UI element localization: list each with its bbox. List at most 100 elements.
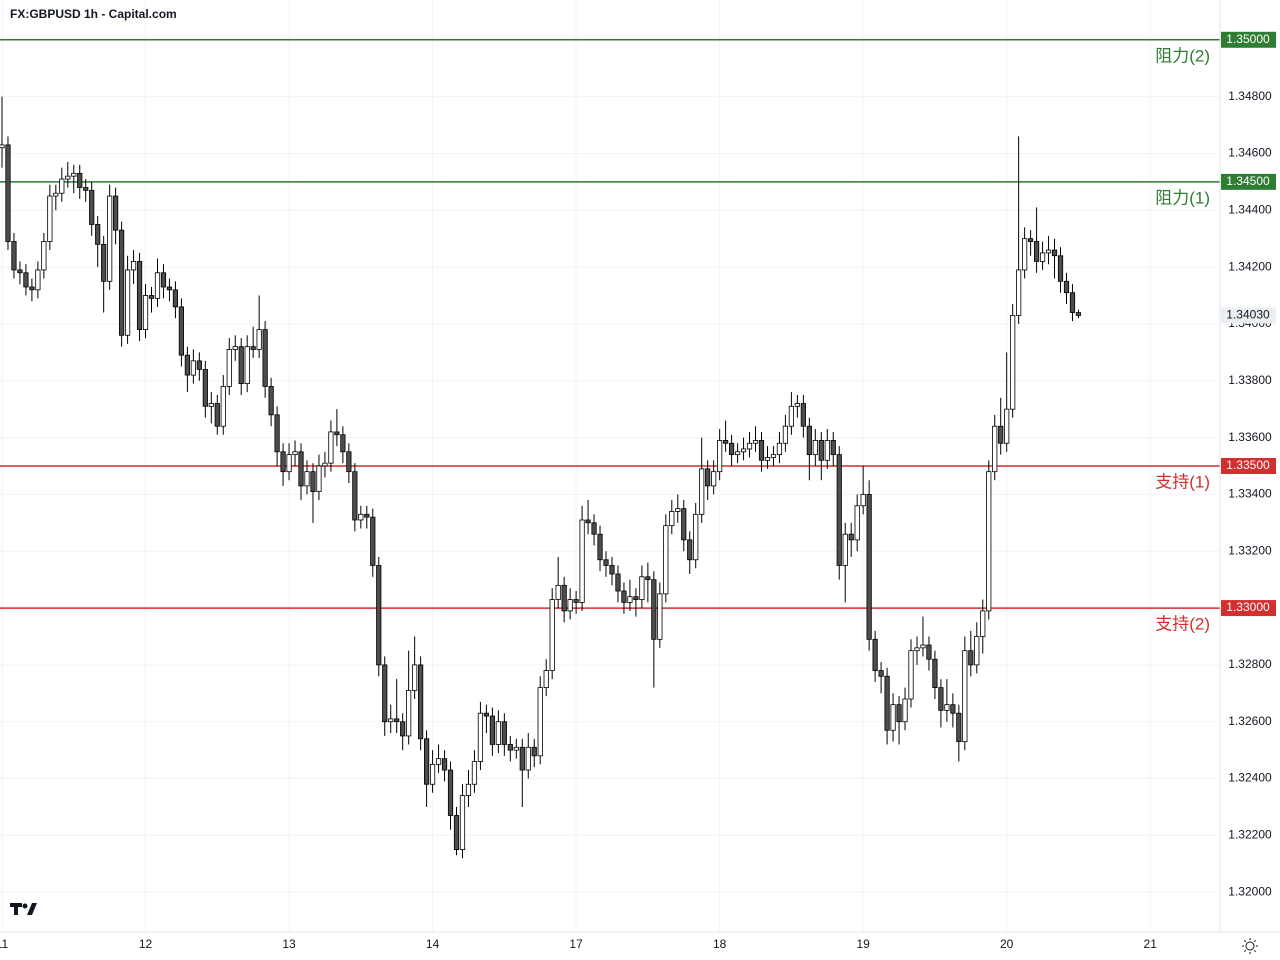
y-tick-label: 1.33600: [1228, 430, 1272, 444]
candle-body: [483, 712, 490, 717]
candle-body: [489, 715, 495, 745]
candle-body: [746, 442, 753, 450]
candle-body: [388, 718, 394, 723]
candle-body: [358, 513, 364, 521]
candle-body: [950, 704, 956, 714]
y-tick-label: 1.33200: [1228, 543, 1272, 557]
candle-body: [812, 440, 818, 456]
candle-body: [854, 505, 860, 541]
candle-body: [124, 269, 131, 336]
candle-body: [728, 442, 735, 456]
x-tick-label: 11: [0, 937, 9, 951]
candle-body: [172, 289, 179, 308]
candle-body: [459, 795, 466, 850]
last-price-box: [1221, 307, 1276, 324]
candle-body: [806, 425, 812, 456]
settings-icon[interactable]: [1242, 938, 1258, 954]
candle-body: [531, 746, 537, 757]
candle-body: [101, 243, 107, 282]
candle-body: [292, 451, 298, 456]
level-name: 支持(1): [1155, 472, 1210, 491]
candle-body: [238, 346, 244, 384]
level-price-label: 1.35000: [1226, 32, 1270, 46]
candle-body: [130, 261, 137, 271]
candle-body: [525, 746, 531, 771]
candle-body: [788, 405, 794, 427]
candle-body: [705, 468, 711, 487]
candle-body: [723, 440, 729, 444]
candle-body: [202, 368, 208, 407]
candle-body: [142, 295, 149, 331]
candle-body: [555, 584, 561, 600]
candle-body: [352, 471, 358, 521]
candle-body: [669, 511, 675, 527]
logo-part: [22, 903, 28, 909]
candle-body: [328, 431, 334, 464]
candle-body: [268, 386, 274, 416]
candle-body: [956, 712, 962, 743]
candle-body: [920, 644, 926, 649]
candle-body: [220, 386, 226, 427]
candle-body: [968, 650, 974, 666]
candle-body: [382, 664, 388, 723]
candle-body: [693, 513, 699, 561]
x-tick-label: 20: [1000, 937, 1014, 951]
candle-body: [627, 596, 633, 603]
candle-body: [0, 144, 5, 149]
candle-body: [621, 590, 627, 603]
candle-body: [932, 658, 938, 689]
candle-body: [310, 471, 316, 492]
candle-body: [1057, 255, 1064, 282]
candle-body: [687, 539, 693, 561]
candle-body: [232, 346, 238, 350]
candle-body: [41, 241, 47, 271]
candle-body: [1045, 249, 1052, 254]
x-tick-label: 13: [282, 937, 296, 951]
level-name: 支持(2): [1155, 615, 1210, 634]
candle-body: [752, 440, 759, 444]
candle-body: [908, 650, 914, 700]
candle-body: [17, 269, 23, 274]
candle-body: [1069, 292, 1076, 313]
candle-body: [1004, 408, 1010, 444]
candle-body: [376, 565, 382, 666]
x-tick-label: 21: [1144, 937, 1158, 951]
candle-body: [441, 758, 448, 771]
candle-body: [160, 272, 167, 288]
candle-body: [549, 599, 555, 671]
candle-body: [184, 354, 190, 376]
candle-body: [717, 440, 723, 473]
candle-body: [226, 349, 232, 387]
candle-body: [902, 698, 908, 723]
candle-body: [699, 468, 705, 515]
level-price-box: [1221, 173, 1276, 190]
candle-body: [800, 403, 806, 427]
y-tick-label: 1.34400: [1228, 202, 1272, 216]
candle-body: [519, 746, 525, 771]
candle-body: [346, 451, 352, 473]
candle-body: [609, 565, 615, 575]
y-tick-label: 1.34800: [1228, 89, 1272, 103]
candle-body: [1022, 238, 1028, 271]
x-tick-label: 19: [856, 937, 870, 951]
candle-body: [884, 675, 890, 731]
candle-body: [148, 295, 155, 299]
x-tick-label: 14: [426, 937, 440, 951]
candle-body: [986, 471, 992, 612]
y-tick-label: 1.32600: [1228, 714, 1272, 728]
candle-body: [818, 440, 824, 461]
chart-title: FX:GBPUSD 1h - Capital.com: [10, 7, 177, 21]
candle-body: [59, 178, 65, 194]
candle-body: [77, 172, 83, 188]
candle-body: [639, 576, 645, 600]
candle-body: [938, 687, 944, 711]
candle-body: [95, 224, 101, 245]
candle-body: [1033, 241, 1040, 262]
candle-body: [154, 272, 161, 299]
x-tick-label: 18: [713, 937, 727, 951]
candle-body: [11, 241, 17, 271]
candle-body: [53, 192, 59, 197]
candle-body: [890, 704, 896, 731]
